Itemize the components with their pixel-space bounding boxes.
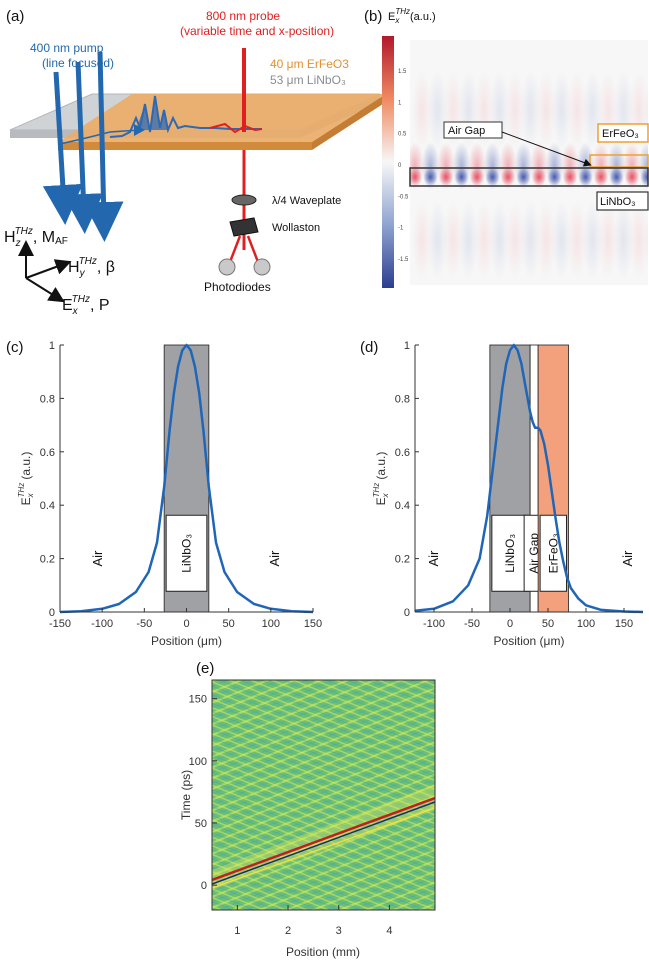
panel-e-axes: 1 2 3 4 0 50 100 150 [189, 694, 393, 937]
panel-e-label: (e) [196, 660, 214, 677]
y-tick-label: 0.6 [395, 447, 410, 459]
y-tick-label: 0.4 [395, 500, 410, 512]
colorbar-tick-label: -0.5 [398, 194, 409, 200]
colorbar-tick-label: 1 [398, 100, 402, 106]
y-tick-label: 0.8 [40, 393, 55, 405]
x-tick-label: -150 [49, 618, 71, 630]
chart-c: LiNbO₃ Air Air -150 -100 -50 0 50 100 150 0 0.2 0.4 0… [17, 340, 322, 648]
colorbar-tick-label: -1 [398, 226, 404, 232]
chart-d: LiNbO₃ Air Gap ErFeO₃ Air Air -100 -50 0 50 100 15… [372, 340, 644, 648]
colorbar-tick-label: 0.5 [398, 132, 407, 138]
e-y-tick-label: 50 [195, 818, 207, 830]
linbo3-thickness-label: 53 μm LiNbO₃ [270, 73, 346, 87]
panel-e: (e) 1 2 3 4 0 50 100 150 Position (mm) Time (ps… [179, 660, 436, 959]
region-label: ErFeO₃ [546, 533, 560, 573]
probe-label-line1: 800 nm probe [206, 9, 280, 23]
x-tick-label: 0 [183, 618, 189, 630]
y-axis-label: ExTHz(a.u.) [372, 452, 390, 506]
colorbar-tick-label: 0 [398, 163, 402, 169]
y-tick-label: 1 [404, 340, 410, 352]
axis-y-arrow [25, 259, 72, 279]
wollaston-prism [229, 217, 259, 237]
panel-a-label: (a) [6, 8, 24, 25]
x-tick-label: 100 [262, 618, 280, 630]
e-y-tick-label: 150 [189, 694, 207, 706]
air-annotation: Air [620, 550, 635, 567]
waveplate-label: λ/4 Waveplate [272, 195, 341, 207]
y-tick-label: 0.8 [395, 393, 410, 405]
air-annotation: Air [267, 550, 282, 567]
axis-hy-label: HyTHz, β [68, 256, 115, 279]
panel-b-label: (b) [364, 8, 382, 25]
pump-label-line2: (line focused) [42, 56, 114, 70]
y-tick-label: 0.2 [395, 554, 410, 566]
panel-c-label: (c) [6, 339, 24, 356]
field-profile-line [414, 343, 644, 614]
y-tick-label: 0.4 [40, 500, 55, 512]
air-annotation: Air [426, 550, 441, 567]
axis-x-arrow [25, 277, 65, 303]
photodiode-left [218, 258, 236, 276]
pump-beam-2 [63, 61, 104, 234]
region-label: LiNbO₃ [503, 534, 517, 573]
y-tick-label: 1 [49, 340, 55, 352]
e-x-tick-label: 3 [336, 925, 342, 937]
colorbar [382, 36, 394, 288]
x-tick-label: -100 [91, 618, 113, 630]
colorbar-title: ExTHz(a.u.) [388, 7, 436, 25]
colorbar-ticks: 1.5 1 0.5 0 -0.5 -1 -1.5 [398, 69, 409, 263]
e-x-tick-label: 2 [285, 925, 291, 937]
x-tick-label: -50 [464, 618, 480, 630]
x-tick-label: 0 [507, 618, 513, 630]
pump-beam-1 [42, 71, 83, 225]
colorbar-tick-label: -1.5 [398, 257, 409, 263]
panel-e-ylabel: Time (ps) [179, 770, 193, 820]
y-tick-label: 0.6 [40, 447, 55, 459]
x-tick-label: 100 [577, 618, 595, 630]
panel-d-label: (d) [360, 339, 378, 356]
x-tick-label: 50 [223, 618, 235, 630]
airgap-label: Air Gap [448, 125, 485, 137]
photodiode-right [253, 258, 271, 276]
x-axis-label: Position (μm) [494, 634, 565, 648]
erfeo3-thickness-label: 40 μm ErFeO3 [270, 57, 349, 71]
pump-label-line1: 400 nm pump [30, 41, 104, 55]
wollaston-label: Wollaston [272, 222, 320, 234]
probe-label-line2: (variable time and x-position) [180, 24, 334, 38]
photodiodes-label: Photodiodes [204, 280, 271, 294]
x-tick-label: 150 [615, 618, 633, 630]
air-annotation: Air [90, 550, 105, 567]
y-tick-label: 0.2 [40, 554, 55, 566]
erfeo3-label-b: ErFeO₃ [602, 128, 639, 140]
axis-ex-label: ExTHz, P [62, 294, 110, 317]
waveplate [231, 194, 257, 206]
x-tick-label: 150 [304, 618, 322, 630]
axis-hz-label: HzTHz, MAF [4, 226, 68, 249]
e-y-tick-label: 0 [201, 880, 207, 892]
panel-e-xlabel: Position (mm) [286, 945, 360, 959]
y-axis-label: ExTHz(a.u.) [17, 452, 35, 506]
wavefront-line [212, 796, 435, 882]
x-tick-label: -100 [423, 618, 445, 630]
e-y-tick-label: 100 [189, 756, 207, 768]
linbo3-label-b: LiNbO₃ [600, 196, 636, 208]
x-tick-label: 50 [542, 618, 554, 630]
x-tick-label: -50 [136, 618, 152, 630]
e-x-tick-label: 4 [386, 925, 392, 937]
colorbar-tick-label: 1.5 [398, 69, 407, 75]
x-axis-label: Position (μm) [151, 634, 222, 648]
panel-b: (b) ExTHz(a.u.) 1.5 1 0.5 0 -0.5 -1 -1.5 Air G… [364, 7, 649, 288]
field-profile-line [59, 343, 314, 614]
y-tick-label: 0 [49, 607, 55, 619]
pump-beam-3 [83, 51, 124, 242]
y-tick-label: 0 [404, 607, 410, 619]
e-x-tick-label: 1 [234, 925, 240, 937]
region-label: LiNbO₃ [180, 534, 194, 573]
panel-a: (a) 400 nm pump (line focused) 800 nm pr… [4, 8, 386, 317]
region-label: Air Gap [527, 533, 541, 574]
linbo3-outline [409, 167, 649, 187]
field-map-pattern [410, 70, 648, 280]
